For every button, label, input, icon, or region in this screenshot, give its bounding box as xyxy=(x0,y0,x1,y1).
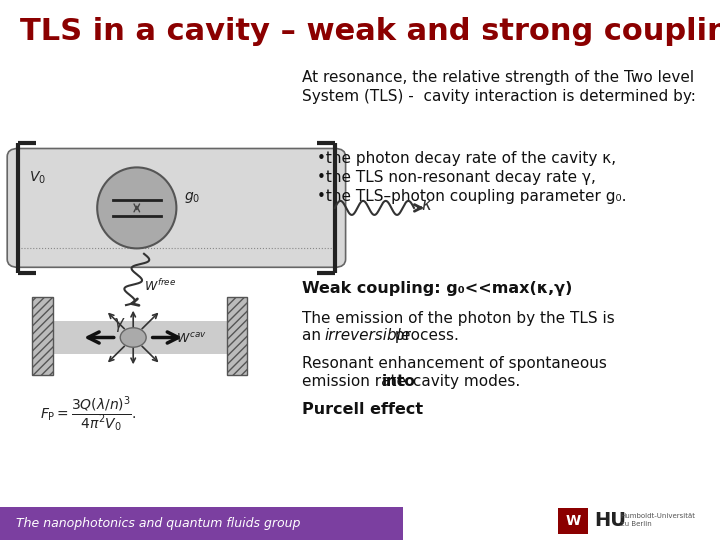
Text: Resonant enhancement of spontaneous: Resonant enhancement of spontaneous xyxy=(302,356,607,372)
Text: TLS in a cavity – weak and strong coupling: TLS in a cavity – weak and strong coupli… xyxy=(20,17,720,46)
Text: Purcell effect: Purcell effect xyxy=(302,402,423,417)
Bar xyxy=(227,297,247,375)
Circle shape xyxy=(120,328,146,347)
Bar xyxy=(558,508,588,534)
Bar xyxy=(32,297,53,375)
Text: zu Berlin: zu Berlin xyxy=(621,521,652,527)
Text: $W^{\mathit{free}}$: $W^{\mathit{free}}$ xyxy=(144,279,176,294)
Text: At resonance, the relative strength of the Two level: At resonance, the relative strength of t… xyxy=(302,70,695,85)
Text: $V_0$: $V_0$ xyxy=(29,170,46,186)
Text: $W^{\mathit{cav}}$: $W^{\mathit{cav}}$ xyxy=(176,332,207,346)
Text: irreversible: irreversible xyxy=(324,328,410,343)
Text: The emission of the photon by the TLS is: The emission of the photon by the TLS is xyxy=(302,310,615,326)
Text: process.: process. xyxy=(390,328,459,343)
Text: into: into xyxy=(382,374,415,389)
Text: $\mathbf{W}$: $\mathbf{W}$ xyxy=(564,514,582,528)
Text: cavity modes.: cavity modes. xyxy=(408,374,520,389)
Text: •the photon decay rate of the cavity κ,: •the photon decay rate of the cavity κ, xyxy=(317,151,616,166)
Text: $g_0$: $g_0$ xyxy=(184,190,200,205)
Text: •the TLS–photon coupling parameter g₀.: •the TLS–photon coupling parameter g₀. xyxy=(317,189,626,204)
Bar xyxy=(53,321,227,354)
Text: The nanophotonics and quantum fluids group: The nanophotonics and quantum fluids gro… xyxy=(16,517,300,530)
Text: $\gamma$: $\gamma$ xyxy=(112,316,125,334)
Text: an: an xyxy=(302,328,326,343)
Text: •the TLS non-resonant decay rate γ,: •the TLS non-resonant decay rate γ, xyxy=(317,170,595,185)
Text: $F_{\rm P} = \dfrac{3Q(\lambda/n)^3}{4\pi^2 V_0}.$: $F_{\rm P} = \dfrac{3Q(\lambda/n)^3}{4\p… xyxy=(40,394,136,434)
Text: Weak coupling: g₀<<max(κ,γ): Weak coupling: g₀<<max(κ,γ) xyxy=(302,281,573,296)
Ellipse shape xyxy=(97,167,176,248)
Text: $\kappa$: $\kappa$ xyxy=(421,196,433,214)
Text: Humboldt-Universität: Humboldt-Universität xyxy=(621,513,696,519)
Text: HU: HU xyxy=(594,511,626,530)
Text: emission rate: emission rate xyxy=(302,374,411,389)
FancyBboxPatch shape xyxy=(7,148,346,267)
Bar xyxy=(0,507,403,540)
Text: System (TLS) -  cavity interaction is determined by:: System (TLS) - cavity interaction is det… xyxy=(302,89,696,104)
